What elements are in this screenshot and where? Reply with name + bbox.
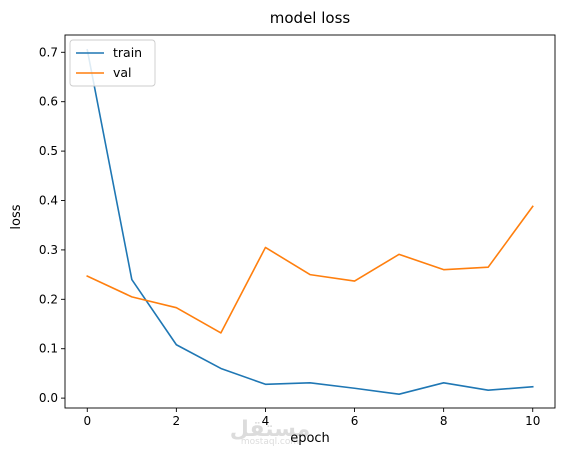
y-tick-label: 0.3 xyxy=(39,243,58,257)
chart-title: model loss xyxy=(270,9,351,27)
watermark-text: مستقل xyxy=(230,417,310,442)
y-tick-label: 0.5 xyxy=(39,144,58,158)
y-tick-label: 0.1 xyxy=(39,342,58,356)
legend: train val xyxy=(69,39,156,87)
plot-background xyxy=(65,35,555,408)
y-tick-label: 0.4 xyxy=(39,194,58,208)
axes-group: 0 2 4 6 8 10 0.0 0.1 0.2 0.3 0.4 0.5 0.6 0.7 xyxy=(39,34,556,428)
x-tick-label: 8 xyxy=(440,414,448,428)
watermark: مستقل mostaql.com xyxy=(230,417,310,447)
y-tick-label: 0.0 xyxy=(39,391,58,405)
x-axis-label: epoch xyxy=(290,431,330,446)
x-tick-label: 0 xyxy=(83,414,91,428)
y-tick-label: 0.6 xyxy=(39,95,58,109)
x-tick-label: 2 xyxy=(173,414,181,428)
legend-box xyxy=(69,39,156,87)
legend-label-train: train xyxy=(113,45,142,60)
axes-frame xyxy=(64,34,556,409)
legend-label-val: val xyxy=(113,65,132,80)
y-tick-label: 0.7 xyxy=(39,45,58,59)
x-tick-label: 6 xyxy=(351,414,359,428)
y-tick-label: 0.2 xyxy=(39,292,58,306)
plot-area xyxy=(65,35,555,408)
series-line-val xyxy=(86,205,534,334)
y-axis-label: loss xyxy=(9,204,24,229)
x-tick-label: 10 xyxy=(525,414,540,428)
series-group xyxy=(86,48,534,395)
watermark-subtext: mostaql.com xyxy=(241,437,299,447)
series-line-train xyxy=(86,48,534,395)
x-tick-label: 4 xyxy=(262,414,270,428)
